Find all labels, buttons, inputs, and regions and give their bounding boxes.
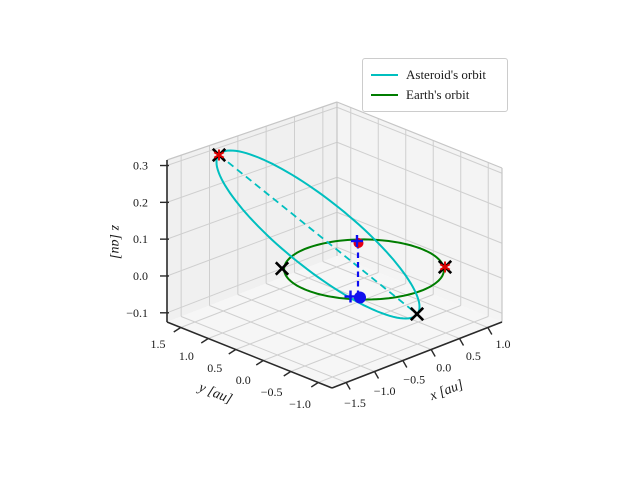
- legend: Asteroid's orbit Earth's orbit: [362, 58, 508, 112]
- grid-line-y-floor: [263, 294, 434, 361]
- earth-orbit-line-swatch: [371, 94, 398, 96]
- grid-line-x-floor: [180, 316, 347, 383]
- legend-label-asteroid: Asteroid's orbit: [406, 67, 486, 82]
- x-tick: [430, 349, 436, 357]
- x-tick: [487, 327, 493, 335]
- y-axis-spine: [166, 321, 333, 389]
- z-tick-label: 0.2: [133, 195, 148, 209]
- grid-line-x-floor: [265, 283, 432, 350]
- y-tick: [310, 381, 319, 388]
- grid-line-y-floor: [235, 283, 406, 350]
- x-tick-label: 1.0: [496, 337, 511, 351]
- earth-position-dot: [354, 291, 366, 304]
- x-tick: [402, 360, 408, 368]
- red-star-marker: [213, 151, 225, 159]
- y-tick: [255, 359, 264, 366]
- asteroid-orbit-line-swatch: [371, 74, 398, 76]
- y-tick-label: 0.0: [236, 373, 251, 387]
- y-tick: [228, 348, 237, 355]
- y-tick-label: 0.5: [207, 361, 222, 375]
- box-edge-top-right: [336, 101, 503, 169]
- x-tick: [458, 338, 465, 346]
- x-tick: [345, 382, 351, 390]
- left-node-marker: [274, 261, 290, 276]
- legend-label-earth: Earth's orbit: [406, 87, 470, 102]
- x-axis-spine: [331, 321, 503, 389]
- y-tick-label: 1.0: [179, 349, 194, 363]
- grid-line-y-floor: [290, 305, 461, 372]
- z-axis-label: z [au]: [108, 224, 123, 259]
- y-tick: [283, 370, 292, 377]
- z-tick-label: −0.1: [126, 306, 148, 320]
- y-axis-label: y [au]: [195, 380, 235, 408]
- grid-line-z-right-wall: [336, 106, 503, 174]
- x-tick-label: 0.5: [466, 349, 481, 363]
- legend-item-earth: Earth's orbit: [371, 85, 499, 105]
- z-tick-label: 0.0: [133, 269, 148, 283]
- x-axis-label: x [au]: [427, 378, 466, 405]
- y-tick: [200, 337, 209, 344]
- asteroid-position-dot: [353, 238, 364, 248]
- x-tick-label: 0.0: [436, 361, 451, 375]
- z-tick-label: 0.1: [133, 232, 148, 246]
- grid-line-z-left-wall: [166, 106, 338, 166]
- grid-line-z-left-wall: [166, 176, 338, 240]
- earth-orbit-curve: [283, 238, 445, 301]
- legend-item-asteroid: Asteroid's orbit: [371, 65, 499, 85]
- grid-line-x-floor: [209, 305, 375, 372]
- box-edge-top-left: [166, 101, 338, 161]
- grid-line-z-right-wall: [336, 211, 503, 279]
- y-tick-label: −1.0: [289, 397, 311, 411]
- asteroid-major-axis-dashed: [218, 154, 418, 315]
- z-tick-label: 0.3: [133, 159, 148, 173]
- y-tick-label: −0.5: [261, 385, 283, 399]
- x-tick-label: −1.0: [374, 384, 396, 398]
- grid-line-x-floor: [294, 272, 460, 339]
- grid-line-y-floor: [208, 272, 379, 339]
- grid-line-y-floor: [180, 261, 351, 328]
- x-tick-label: −0.5: [403, 372, 425, 386]
- red-star-marker: [439, 263, 451, 271]
- grid-line-z-right-wall: [336, 246, 503, 314]
- grid-line-z-right-wall: [336, 141, 503, 209]
- grid-line-z-right-wall: [336, 176, 503, 244]
- x-tick-label: −1.5: [344, 396, 366, 410]
- x-tick: [373, 371, 380, 379]
- grid-line-x-floor: [237, 294, 404, 361]
- grid-line-z-left-wall: [166, 246, 338, 314]
- y-tick-label: 1.5: [151, 337, 166, 351]
- grid-line-z-left-wall: [166, 141, 338, 203]
- grid-line-y-floor: [318, 316, 489, 383]
- grid-line-z-left-wall: [166, 211, 338, 277]
- y-tick: [173, 326, 182, 333]
- perihelion-marker: [409, 306, 425, 322]
